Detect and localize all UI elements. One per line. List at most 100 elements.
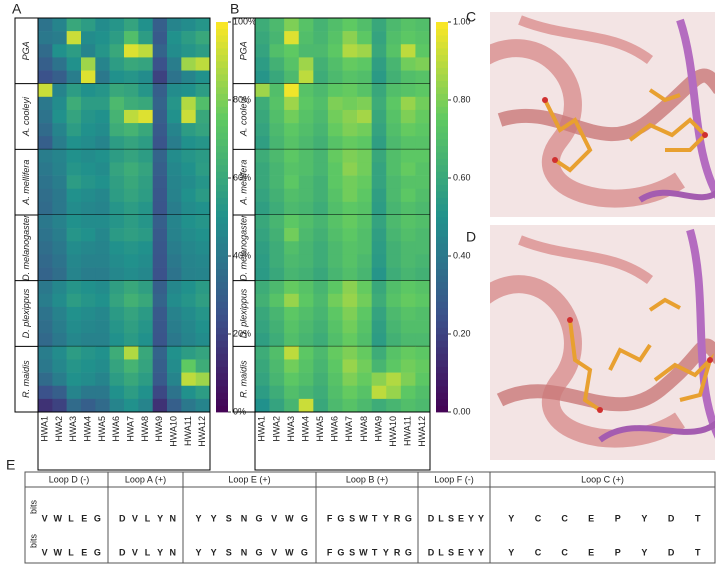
- heatmap-cell: [327, 385, 343, 400]
- heatmap-cell: [124, 175, 139, 190]
- heatmap-cell: [195, 228, 211, 242]
- heatmap-cell: [298, 372, 314, 387]
- heatmap-cell: [400, 162, 416, 176]
- heatmap-cell: [415, 188, 431, 203]
- heatmap-cell: [167, 320, 182, 334]
- heatmap-cell: [81, 372, 96, 387]
- colorbar-segment: [216, 113, 228, 120]
- heatmap-cell: [386, 136, 402, 150]
- logo-letter: T: [372, 513, 378, 523]
- logo-letter: W: [285, 547, 294, 557]
- panel-label: C: [466, 9, 476, 25]
- panel-label: A: [12, 1, 22, 17]
- logo-letter: Y: [157, 547, 163, 557]
- heatmap-cell: [415, 31, 431, 45]
- heatmap-cell: [255, 241, 270, 255]
- heatmap-cell: [313, 201, 329, 216]
- heatmap-cell: [152, 398, 168, 413]
- heatmap-cell: [66, 149, 82, 163]
- heatmap-cell: [152, 162, 168, 176]
- heatmap-cell: [386, 254, 402, 268]
- heatmap-cell: [269, 188, 285, 203]
- logo-letter: W: [54, 547, 63, 557]
- heatmap-cell: [371, 293, 387, 308]
- colorbar-segment: [216, 106, 228, 114]
- heatmap-cell: [313, 333, 329, 347]
- heatmap-cell: [66, 228, 82, 242]
- heatmap-cell: [342, 241, 358, 255]
- heatmap-cell: [152, 44, 168, 58]
- logo-letter: D: [119, 513, 126, 523]
- heatmap-cell: [327, 320, 343, 334]
- heatmap-cell: [195, 136, 211, 150]
- heatmap-cell: [95, 372, 110, 387]
- heatmap-cell: [124, 123, 139, 137]
- heatmap-cell: [81, 123, 96, 137]
- heatmap-cell: [124, 70, 139, 84]
- heatmap-cell: [124, 241, 139, 255]
- heatmap-cell: [167, 280, 182, 295]
- colorbar-segment: [436, 100, 448, 107]
- heatmap-cell: [109, 346, 125, 360]
- heatmap-cell: [152, 293, 168, 308]
- heatmap-cell: [313, 18, 329, 32]
- heatmap-cell: [109, 372, 125, 387]
- heatmap-cell: [371, 188, 387, 203]
- colorbar-tick-label: 20%: [233, 328, 251, 338]
- heatmap-cell: [298, 83, 314, 98]
- heatmap-cell: [195, 293, 211, 308]
- heatmap-cell: [298, 188, 314, 203]
- heatmap-cell: [327, 359, 343, 373]
- logo-letter: T: [695, 513, 701, 523]
- heatmap-cell: [371, 44, 387, 58]
- logo-letter: L: [438, 547, 444, 557]
- colorbar-segment: [216, 158, 228, 166]
- heatmap-cell: [255, 18, 270, 32]
- heatmap-cell: [327, 398, 343, 413]
- heatmap-cell: [342, 57, 358, 71]
- heatmap-cell: [357, 149, 372, 163]
- colorbar-tick-label: 80%: [233, 94, 251, 104]
- logo-letter: V: [132, 513, 138, 523]
- heatmap-cell: [371, 333, 387, 347]
- heatmap-cell: [342, 31, 358, 45]
- heatmap-cell: [357, 306, 372, 321]
- heatmap-cell: [167, 96, 182, 111]
- colorbar-segment: [216, 145, 228, 153]
- heatmap-cell: [81, 175, 96, 190]
- heatmap-cell: [195, 201, 211, 216]
- heatmap-cell: [38, 201, 53, 216]
- heatmap-cell: [298, 346, 314, 360]
- colorbar-segment: [216, 295, 228, 302]
- heatmap-cell: [342, 267, 358, 281]
- heatmap-cell: [52, 96, 67, 111]
- heatmap-cell: [386, 162, 402, 176]
- heatmap-cell: [313, 70, 329, 84]
- heatmap-cell: [195, 398, 211, 413]
- colorbar-segment: [216, 236, 228, 244]
- colorbar-segment: [216, 41, 228, 49]
- logo-letter: R: [394, 547, 401, 557]
- heatmap-cell: [195, 346, 211, 360]
- heatmap-cell: [357, 123, 372, 137]
- colorbar-segment: [436, 184, 448, 192]
- column-label: HWA4: [300, 416, 310, 442]
- heatmap-cell: [181, 201, 196, 216]
- heatmap-cell: [357, 398, 372, 413]
- logo-letter: V: [42, 513, 48, 523]
- heatmap-cell: [400, 372, 416, 387]
- heatmap-cell: [298, 293, 314, 308]
- heatmap-cell: [255, 215, 270, 229]
- heatmap-cell: [152, 228, 168, 242]
- column-label: HWA3: [68, 416, 78, 442]
- heatmap-cell: [124, 31, 139, 45]
- heatmap-cell: [66, 70, 82, 84]
- heatmap-cell: [371, 306, 387, 321]
- colorbar-segment: [436, 48, 448, 55]
- colorbar-segment: [436, 230, 448, 237]
- heatmap-cell: [66, 18, 82, 32]
- heatmap-cell: [284, 241, 300, 255]
- heatmap-cell: [124, 228, 139, 242]
- heatmap-cell: [95, 136, 110, 150]
- heatmap-cell: [52, 175, 67, 190]
